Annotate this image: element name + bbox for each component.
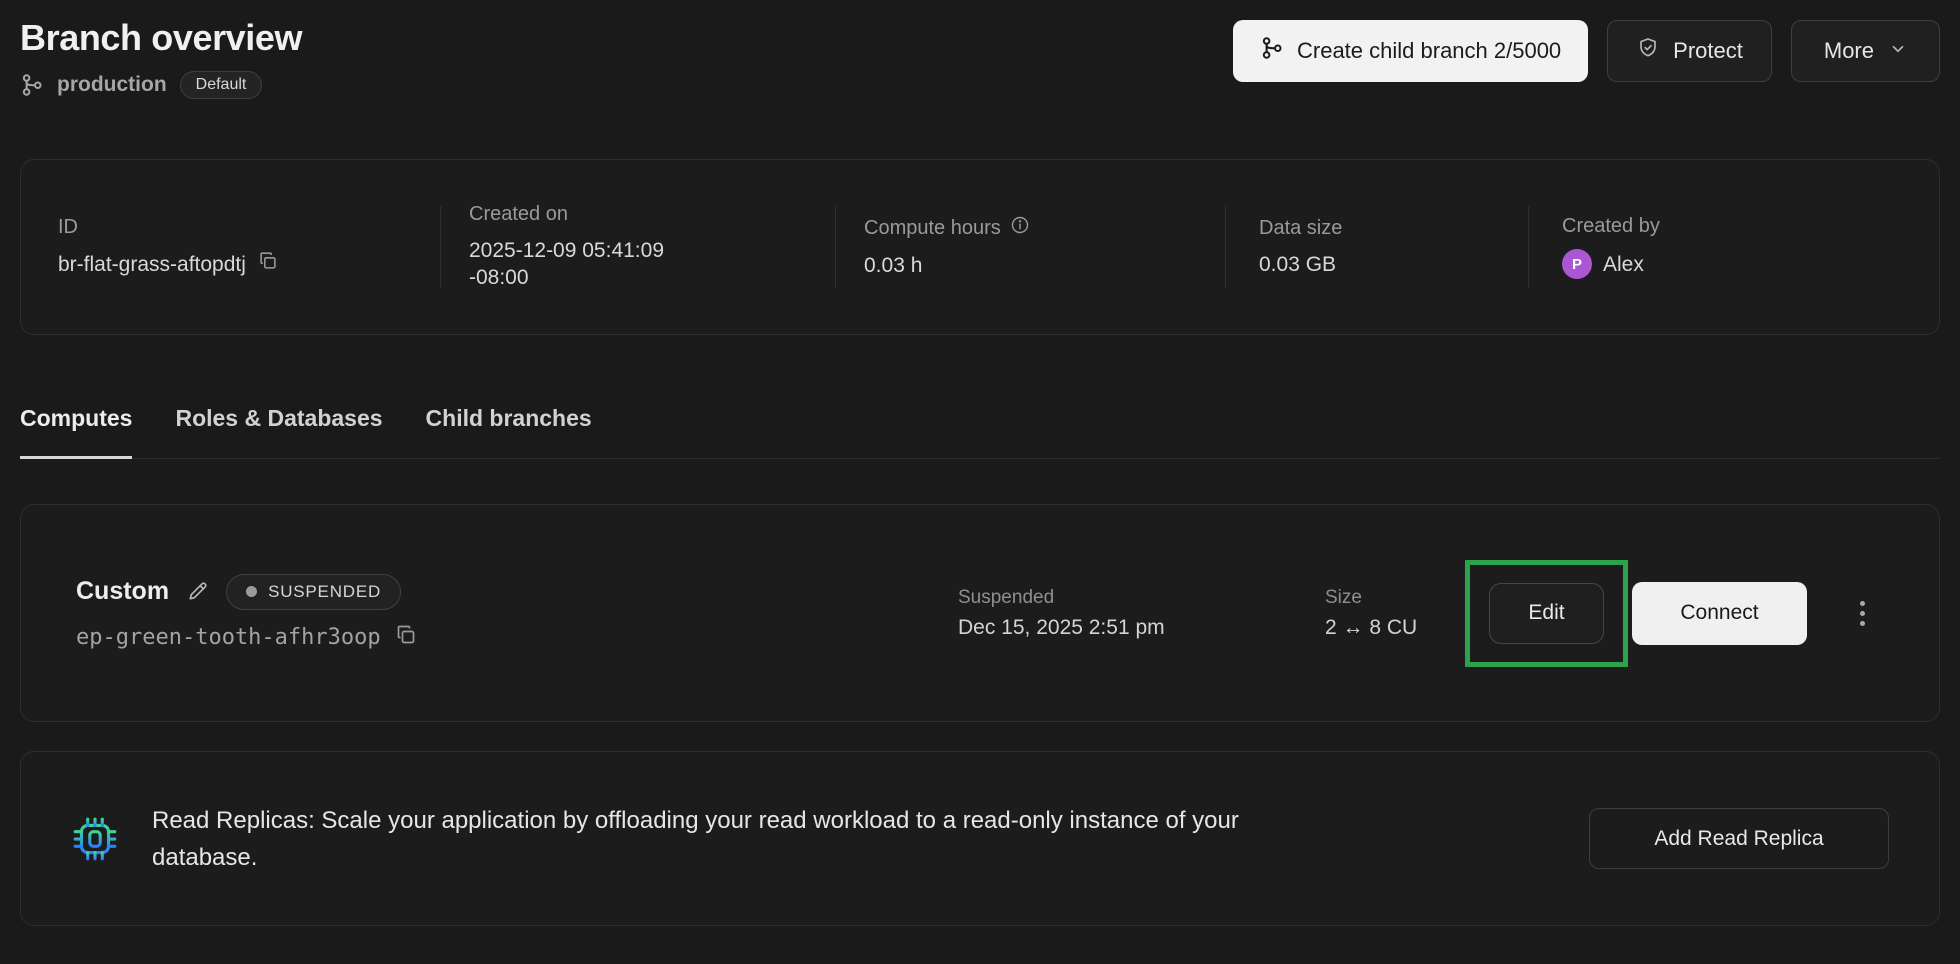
branch-icon [1260, 36, 1284, 66]
divider [1225, 206, 1226, 288]
default-badge: Default [179, 71, 263, 99]
more-button[interactable]: More [1790, 20, 1940, 82]
compute-actions: Suspended Dec 15, 2025 2:51 pm Size 2 ↔ … [958, 559, 1871, 667]
status-text: SUSPENDED [268, 581, 382, 601]
branch-overview-page: Branch overview production Default [20, 16, 1940, 926]
tab-roles-databases[interactable]: Roles & Databases [175, 405, 383, 431]
info-col-id: ID br-flat-grass-aftopdtj [21, 216, 440, 279]
breadcrumb: production Default [20, 71, 302, 99]
create-child-branch-label: Create child branch 2/5000 [1297, 38, 1562, 63]
info-icon[interactable] [1010, 215, 1030, 241]
status-badge: SUSPENDED [226, 573, 402, 610]
info-col-compute-hours: Compute hours 0.03 h [836, 215, 1225, 279]
suspended-label: Suspended [958, 586, 1055, 608]
suspended-block: Suspended Dec 15, 2025 2:51 pm [958, 587, 1245, 640]
tab-computes[interactable]: Computes [20, 405, 133, 459]
tab-bar: Computes Roles & Databases Child branche… [20, 405, 1940, 459]
page-title: Branch overview [20, 17, 303, 58]
size-value: 2 ↔ 8 CU [1325, 615, 1418, 639]
divider [835, 206, 836, 288]
created-on-timezone: -08:00 [469, 266, 529, 289]
tab-child-branches[interactable]: Child branches [425, 405, 592, 431]
info-col-created-by: Created by P Alex [1529, 215, 1939, 279]
created-on-label: Created on [469, 203, 568, 225]
copy-icon[interactable] [257, 250, 279, 279]
create-child-branch-button[interactable]: Create child branch 2/5000 [1233, 20, 1589, 82]
divider [440, 206, 441, 288]
compute-hours-value: 0.03 h [864, 254, 923, 277]
suspended-value: Dec 15, 2025 2:51 pm [958, 615, 1165, 639]
id-label: ID [58, 215, 78, 238]
shield-check-icon [1636, 36, 1660, 66]
branch-name: production [57, 73, 167, 96]
read-replica-description: Read Replicas: Scale your application by… [152, 806, 1239, 871]
created-on-value: 2025-12-09 05:41:09 [469, 239, 664, 262]
info-col-data-size: Data size 0.03 GB [1226, 217, 1528, 278]
read-replica-banner: Read Replicas: Scale your application by… [20, 751, 1940, 926]
topbar: Branch overview production Default [20, 16, 1940, 99]
protect-label: Protect [1673, 38, 1743, 63]
pencil-icon[interactable] [186, 580, 209, 603]
endpoint-id: ep-green-tooth-afhr3oop [76, 625, 381, 650]
kebab-menu-icon[interactable] [1854, 595, 1871, 632]
size-label: Size [1325, 586, 1362, 608]
size-block: Size 2 ↔ 8 CU [1325, 587, 1465, 640]
more-label: More [1823, 38, 1874, 63]
divider [1528, 206, 1529, 288]
protect-button[interactable]: Protect [1607, 20, 1772, 82]
avatar: P [1562, 249, 1592, 279]
created-by-label: Created by [1562, 215, 1660, 237]
title-block: Branch overview production Default [20, 16, 303, 99]
created-by-value: Alex [1603, 252, 1644, 276]
highlight-box: Edit [1465, 559, 1628, 667]
connect-button[interactable]: Connect [1632, 581, 1807, 645]
copy-icon[interactable] [394, 623, 418, 653]
chevron-down-icon [1889, 38, 1907, 64]
status-dot-icon [246, 586, 258, 597]
data-size-label: Data size [1259, 216, 1343, 239]
branch-icon [20, 73, 44, 97]
branch-id-value: br-flat-grass-aftopdtj [58, 252, 246, 276]
compute-hours-label: Compute hours [864, 216, 1001, 239]
compute-card: Custom SUSPENDED ep-green-tooth-afhr3oop [20, 504, 1940, 722]
branch-info-card: ID br-flat-grass-aftopdtj Created on 202… [20, 159, 1940, 335]
data-size-value: 0.03 GB [1259, 252, 1337, 276]
add-read-replica-button[interactable]: Add Read Replica [1589, 808, 1889, 869]
compute-name: Custom [76, 577, 170, 605]
edit-button[interactable]: Edit [1489, 582, 1604, 644]
cpu-chip-icon [70, 814, 120, 864]
header-actions: Create child branch 2/5000 Protect More [1233, 16, 1940, 82]
info-col-created-on: Created on 2025-12-09 05:41:09 -08:00 [441, 203, 835, 291]
compute-identity: Custom SUSPENDED ep-green-tooth-afhr3oop [76, 573, 418, 653]
